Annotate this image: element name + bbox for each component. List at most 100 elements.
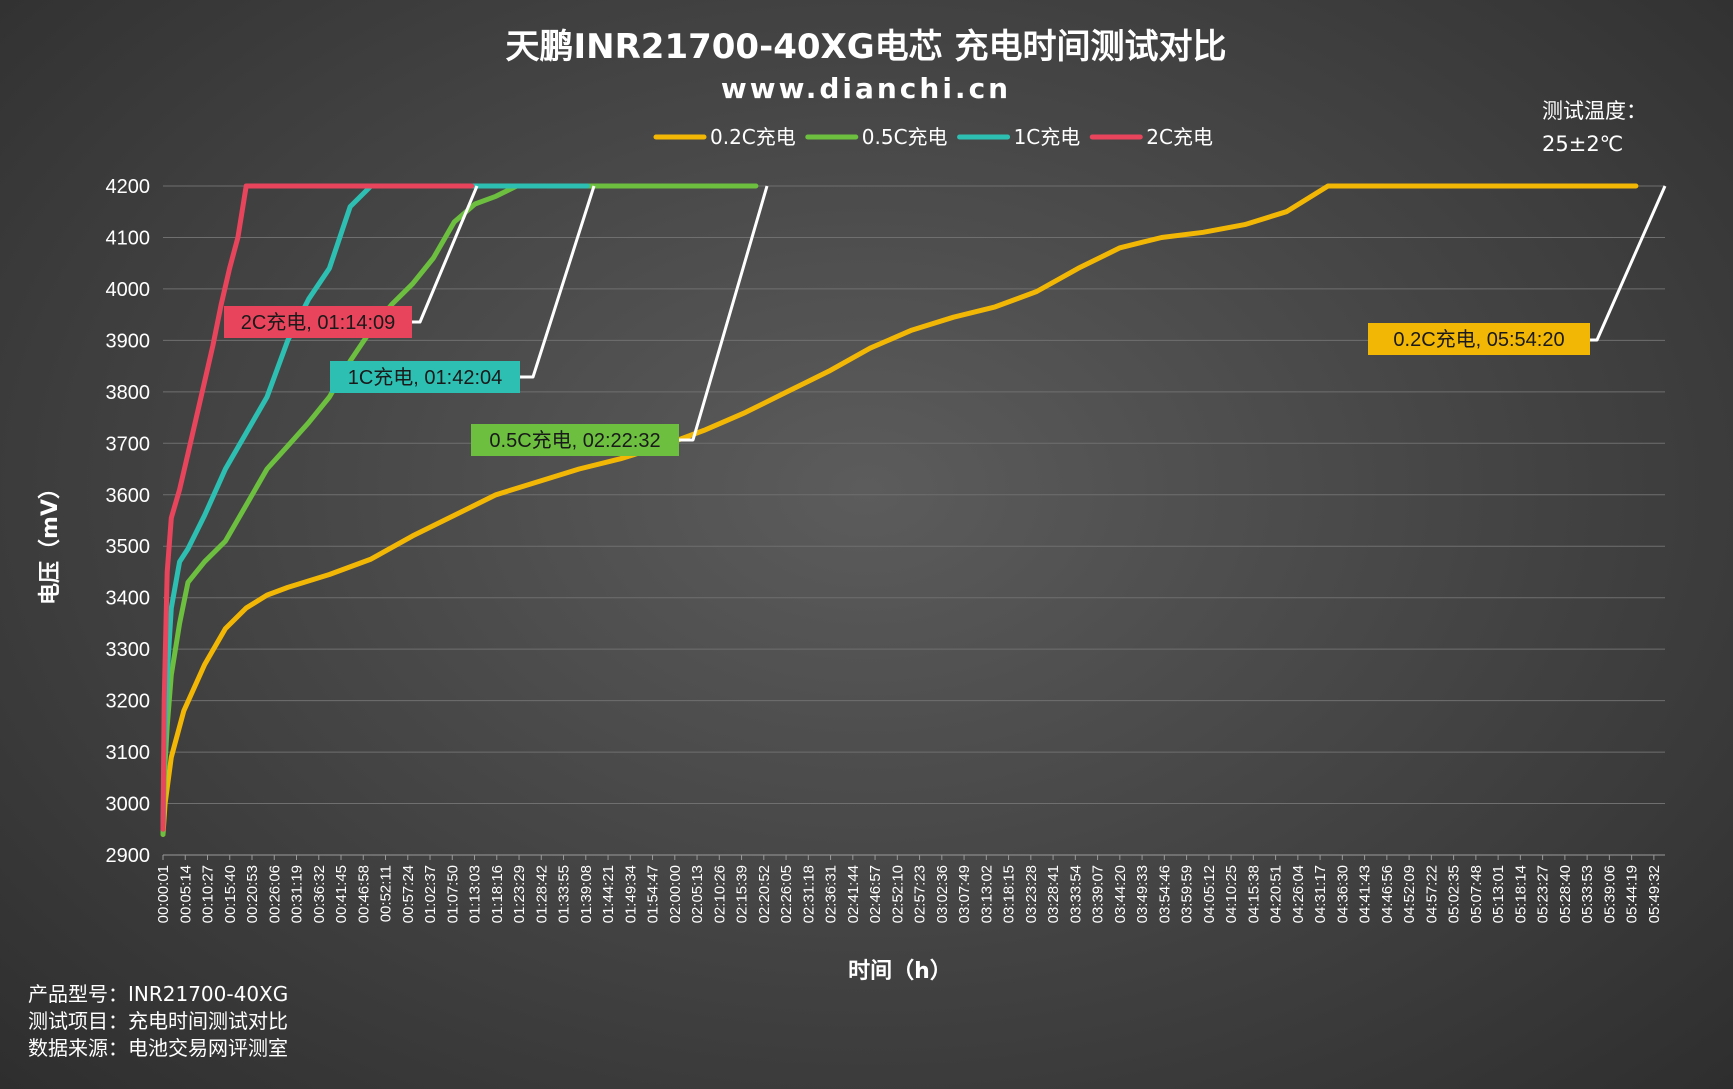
annotation-label: 0.5C充电, 02:22:32: [489, 429, 660, 452]
y-tick-label: 3900: [106, 330, 151, 352]
annotation-box: [224, 306, 412, 338]
x-tick-label: 03:44:20: [1112, 865, 1129, 923]
x-tick-label: 03:28:41: [1045, 865, 1062, 923]
annotation-leader-line: [412, 185, 479, 324]
annotations-group: 0.2C充电, 05:54:20 0.5C充电, 02:22:32 1C充电, 01…: [224, 185, 1667, 456]
x-tick-label: 05:49:32: [1646, 865, 1663, 923]
x-tick-label: 04:31:17: [1312, 865, 1329, 923]
x-tick-label: 01:02:37: [422, 865, 439, 923]
annotation-label: 1C充电, 01:42:04: [348, 366, 503, 389]
y-tick-label: 4100: [106, 227, 151, 249]
y-tick-label: 2900: [106, 845, 151, 867]
x-tick-label: 03:18:15: [1001, 865, 1018, 923]
y-tick-label: 3800: [106, 382, 151, 404]
y-axis: 2900 3000 3100 3200 3300 3400 3500 3600 3700 3800…: [106, 176, 151, 867]
x-tick-label: 00:00:01: [155, 865, 172, 923]
x-tick-label: 00:52:11: [378, 865, 395, 922]
x-tick-label: 05:33:53: [1579, 865, 1596, 923]
x-tick-label: 00:36:32: [311, 865, 328, 923]
x-tick-label: 04:57:22: [1423, 865, 1440, 923]
x-tick-label: 02:52:10: [889, 865, 906, 923]
x-tick-label: 00:10:27: [200, 865, 217, 923]
footer-source: 数据来源：电池交易网评测室: [28, 1036, 288, 1060]
x-tick-label: 04:46:56: [1379, 865, 1396, 923]
y-tick-label: 3000: [106, 794, 151, 816]
x-tick-label: 00:26:06: [266, 865, 283, 923]
x-tick-label: 05:39:06: [1601, 865, 1618, 923]
x-tick-label: 01:44:21: [600, 865, 617, 923]
x-tick-label: 03:23:28: [1023, 865, 1040, 923]
annotation-leader-line: [1590, 185, 1667, 342]
x-tick-label: 01:28:42: [533, 865, 550, 923]
x-tick-label: 04:10:25: [1223, 865, 1240, 923]
y-tick-label: 3300: [106, 639, 151, 661]
annotation-box: [330, 361, 520, 393]
x-tick-label: 02:05:13: [689, 865, 706, 923]
chart-subtitle: www.dianchi.cn: [721, 72, 1011, 105]
annotation-box: [1368, 323, 1590, 355]
x-tick-label: 02:26:05: [778, 865, 795, 923]
x-tick-label: 00:41:45: [333, 865, 350, 923]
x-tick-label: 01:07:50: [444, 865, 461, 923]
x-tick-label: 00:31:19: [289, 865, 306, 923]
y-tick-label: 4200: [106, 176, 151, 198]
y-tick-label: 3700: [106, 433, 151, 455]
x-tick-label: 02:10:26: [711, 865, 728, 923]
x-tick-label: 01:49:34: [622, 865, 639, 923]
x-tick-label: 04:20:51: [1268, 865, 1285, 923]
series-line: [160, 183, 1639, 837]
x-tick-label: 05:23:27: [1535, 865, 1552, 923]
x-tick-label: 01:33:55: [556, 865, 573, 923]
y-tick-label: 4000: [106, 279, 151, 301]
x-tick-label: 04:26:04: [1290, 865, 1307, 923]
x-tick-label: 00:15:40: [222, 865, 239, 923]
x-tick-label: 03:49:33: [1134, 865, 1151, 923]
x-axis: 00:00:01 00:05:14 00:10:27 00:15:40 00:20:53…: [155, 855, 1663, 923]
footer-item: 测试项目：充电时间测试对比: [28, 1009, 288, 1033]
y-axis-title: 电压（mV）: [38, 477, 63, 605]
x-tick-label: 02:57:23: [912, 865, 929, 923]
x-tick-label: 05:44:19: [1624, 865, 1641, 923]
y-tick-label: 3400: [106, 588, 151, 610]
x-tick-label: 01:39:08: [578, 865, 595, 923]
y-tick-label: 3100: [106, 742, 151, 764]
legend: 0.2C充电 0.5C充电 1C充电 2C充电: [653, 125, 1213, 149]
x-tick-label: 05:18:14: [1512, 865, 1529, 923]
annotation-label: 0.2C充电, 05:54:20: [1393, 328, 1564, 351]
series-group: [160, 183, 1639, 837]
x-tick-label: 00:20:53: [244, 865, 261, 923]
x-tick-label: 02:31:18: [800, 865, 817, 923]
x-tick-label: 02:36:31: [823, 865, 840, 923]
x-tick-label: 01:54:47: [645, 865, 662, 923]
x-tick-label: 00:57:24: [400, 865, 417, 923]
legend-label: 2C充电: [1146, 125, 1213, 149]
x-tick-label: 02:00:00: [667, 865, 684, 923]
legend-label: 1C充电: [1014, 125, 1081, 149]
x-tick-label: 02:15:39: [734, 865, 751, 923]
x-tick-label: 04:05:12: [1201, 865, 1218, 923]
y-tick-label: 3500: [106, 536, 151, 558]
legend-label: 0.5C充电: [862, 125, 948, 149]
chart-title: 天鹏INR21700-40XG电芯 充电时间测试对比: [506, 27, 1227, 67]
x-tick-label: 01:23:29: [511, 865, 528, 923]
annotation-label: 2C充电, 01:14:09: [241, 311, 396, 334]
x-tick-label: 03:07:49: [956, 865, 973, 923]
x-tick-label: 05:07:48: [1468, 865, 1485, 923]
x-tick-label: 03:02:36: [934, 865, 951, 923]
x-tick-label: 01:18:16: [489, 865, 506, 923]
annotation-box: [471, 424, 679, 456]
x-tick-label: 00:05:14: [177, 865, 194, 923]
series-line: [160, 183, 475, 832]
x-tick-label: 05:13:01: [1490, 865, 1507, 923]
x-tick-label: 04:41:43: [1357, 865, 1374, 923]
x-tick-label: 05:02:35: [1446, 865, 1463, 923]
x-tick-label: 03:54:46: [1156, 865, 1173, 923]
annotation-leader-line: [520, 185, 596, 379]
x-tick-label: 02:20:52: [756, 865, 773, 923]
x-tick-label: 02:46:57: [867, 865, 884, 923]
y-tick-label: 3200: [106, 691, 151, 713]
x-tick-label: 02:41:44: [845, 865, 862, 923]
x-tick-label: 01:13:03: [467, 865, 484, 923]
x-tick-label: 05:28:40: [1557, 865, 1574, 923]
